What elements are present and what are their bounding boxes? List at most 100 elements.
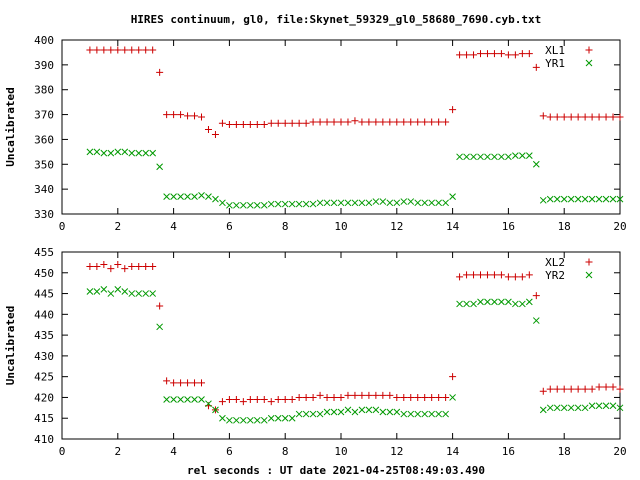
data-point <box>539 406 547 414</box>
data-point <box>567 385 575 393</box>
data-point <box>212 195 219 203</box>
data-point <box>491 298 498 306</box>
data-point <box>142 149 150 157</box>
legend-marker <box>585 46 593 54</box>
data-point <box>497 50 505 58</box>
data-point <box>581 113 589 121</box>
data-point <box>135 149 143 157</box>
data-point <box>107 265 115 273</box>
data-point <box>274 414 282 422</box>
y-tick-label: 455 <box>34 246 54 259</box>
data-point <box>86 148 94 156</box>
data-point <box>602 383 610 391</box>
data-point <box>574 195 582 203</box>
data-point <box>372 118 380 126</box>
data-point <box>198 192 205 199</box>
data-point <box>344 118 352 126</box>
data-point <box>149 290 157 297</box>
data-point <box>274 119 282 127</box>
x-tick-label: 10 <box>334 445 347 458</box>
data-point <box>309 200 317 208</box>
data-point <box>407 118 415 126</box>
data-point <box>414 410 422 418</box>
data-point <box>198 396 205 403</box>
data-point <box>414 118 422 126</box>
data-point <box>567 113 575 121</box>
data-point <box>393 393 401 401</box>
data-point <box>498 153 505 161</box>
data-point <box>212 406 219 414</box>
data-point <box>156 302 164 310</box>
data-point <box>442 118 450 126</box>
data-point <box>267 119 275 127</box>
data-point <box>574 113 582 121</box>
data-point <box>358 391 366 399</box>
data-point <box>198 113 205 121</box>
data-point <box>253 396 261 404</box>
data-point <box>184 396 191 403</box>
data-point <box>449 106 457 114</box>
data-point <box>281 414 289 422</box>
data-point <box>407 410 415 418</box>
data-point <box>142 263 150 271</box>
data-point <box>595 113 603 121</box>
data-point <box>330 393 338 401</box>
data-point <box>484 298 491 306</box>
y-tick-label: 350 <box>34 158 54 171</box>
data-point <box>309 393 317 401</box>
data-point <box>156 323 164 331</box>
data-point <box>616 385 624 393</box>
data-point <box>246 121 254 129</box>
data-point <box>246 201 254 209</box>
data-point <box>435 410 443 418</box>
data-point <box>456 300 463 308</box>
data-point <box>86 46 94 54</box>
data-point <box>421 393 429 401</box>
data-point <box>288 200 296 208</box>
data-point <box>470 271 478 279</box>
data-point <box>532 292 540 300</box>
data-point <box>337 118 345 126</box>
data-point <box>330 118 338 126</box>
data-point <box>302 410 310 418</box>
data-point <box>553 404 561 412</box>
data-point <box>456 51 464 59</box>
data-point <box>170 193 177 200</box>
series-yr2 <box>86 286 624 424</box>
data-point <box>260 416 268 424</box>
data-point <box>170 396 177 403</box>
data-point <box>511 51 519 59</box>
data-point <box>288 414 296 422</box>
data-point <box>100 286 108 293</box>
data-point <box>316 118 324 126</box>
data-point <box>414 199 422 207</box>
x-tick-label: 12 <box>390 445 403 458</box>
data-point <box>421 410 429 418</box>
data-point <box>414 393 422 401</box>
data-point <box>274 200 282 208</box>
x-tick-label: 12 <box>390 220 403 233</box>
data-point <box>93 263 101 271</box>
data-point <box>177 111 185 119</box>
data-point <box>386 391 394 399</box>
data-point <box>477 271 484 279</box>
data-point <box>421 199 429 207</box>
data-point <box>525 298 533 306</box>
data-point <box>351 199 359 207</box>
data-point <box>379 118 387 126</box>
data-point <box>337 408 345 416</box>
data-point <box>567 195 575 203</box>
data-point <box>100 46 108 54</box>
data-point <box>218 398 226 406</box>
data-point <box>449 193 456 200</box>
data-point <box>379 408 387 416</box>
data-point <box>302 119 310 127</box>
y-tick-label: 420 <box>34 391 54 404</box>
data-point <box>386 408 394 416</box>
data-point <box>177 396 184 403</box>
data-point <box>504 273 512 281</box>
bottom-panel: 0 2 4 6 8 10 12 14 16 18 20 410 415 420 425 430 435 440 44… <box>4 246 627 458</box>
data-point <box>505 298 512 306</box>
data-point <box>260 121 268 129</box>
series-xl2 <box>86 260 624 414</box>
